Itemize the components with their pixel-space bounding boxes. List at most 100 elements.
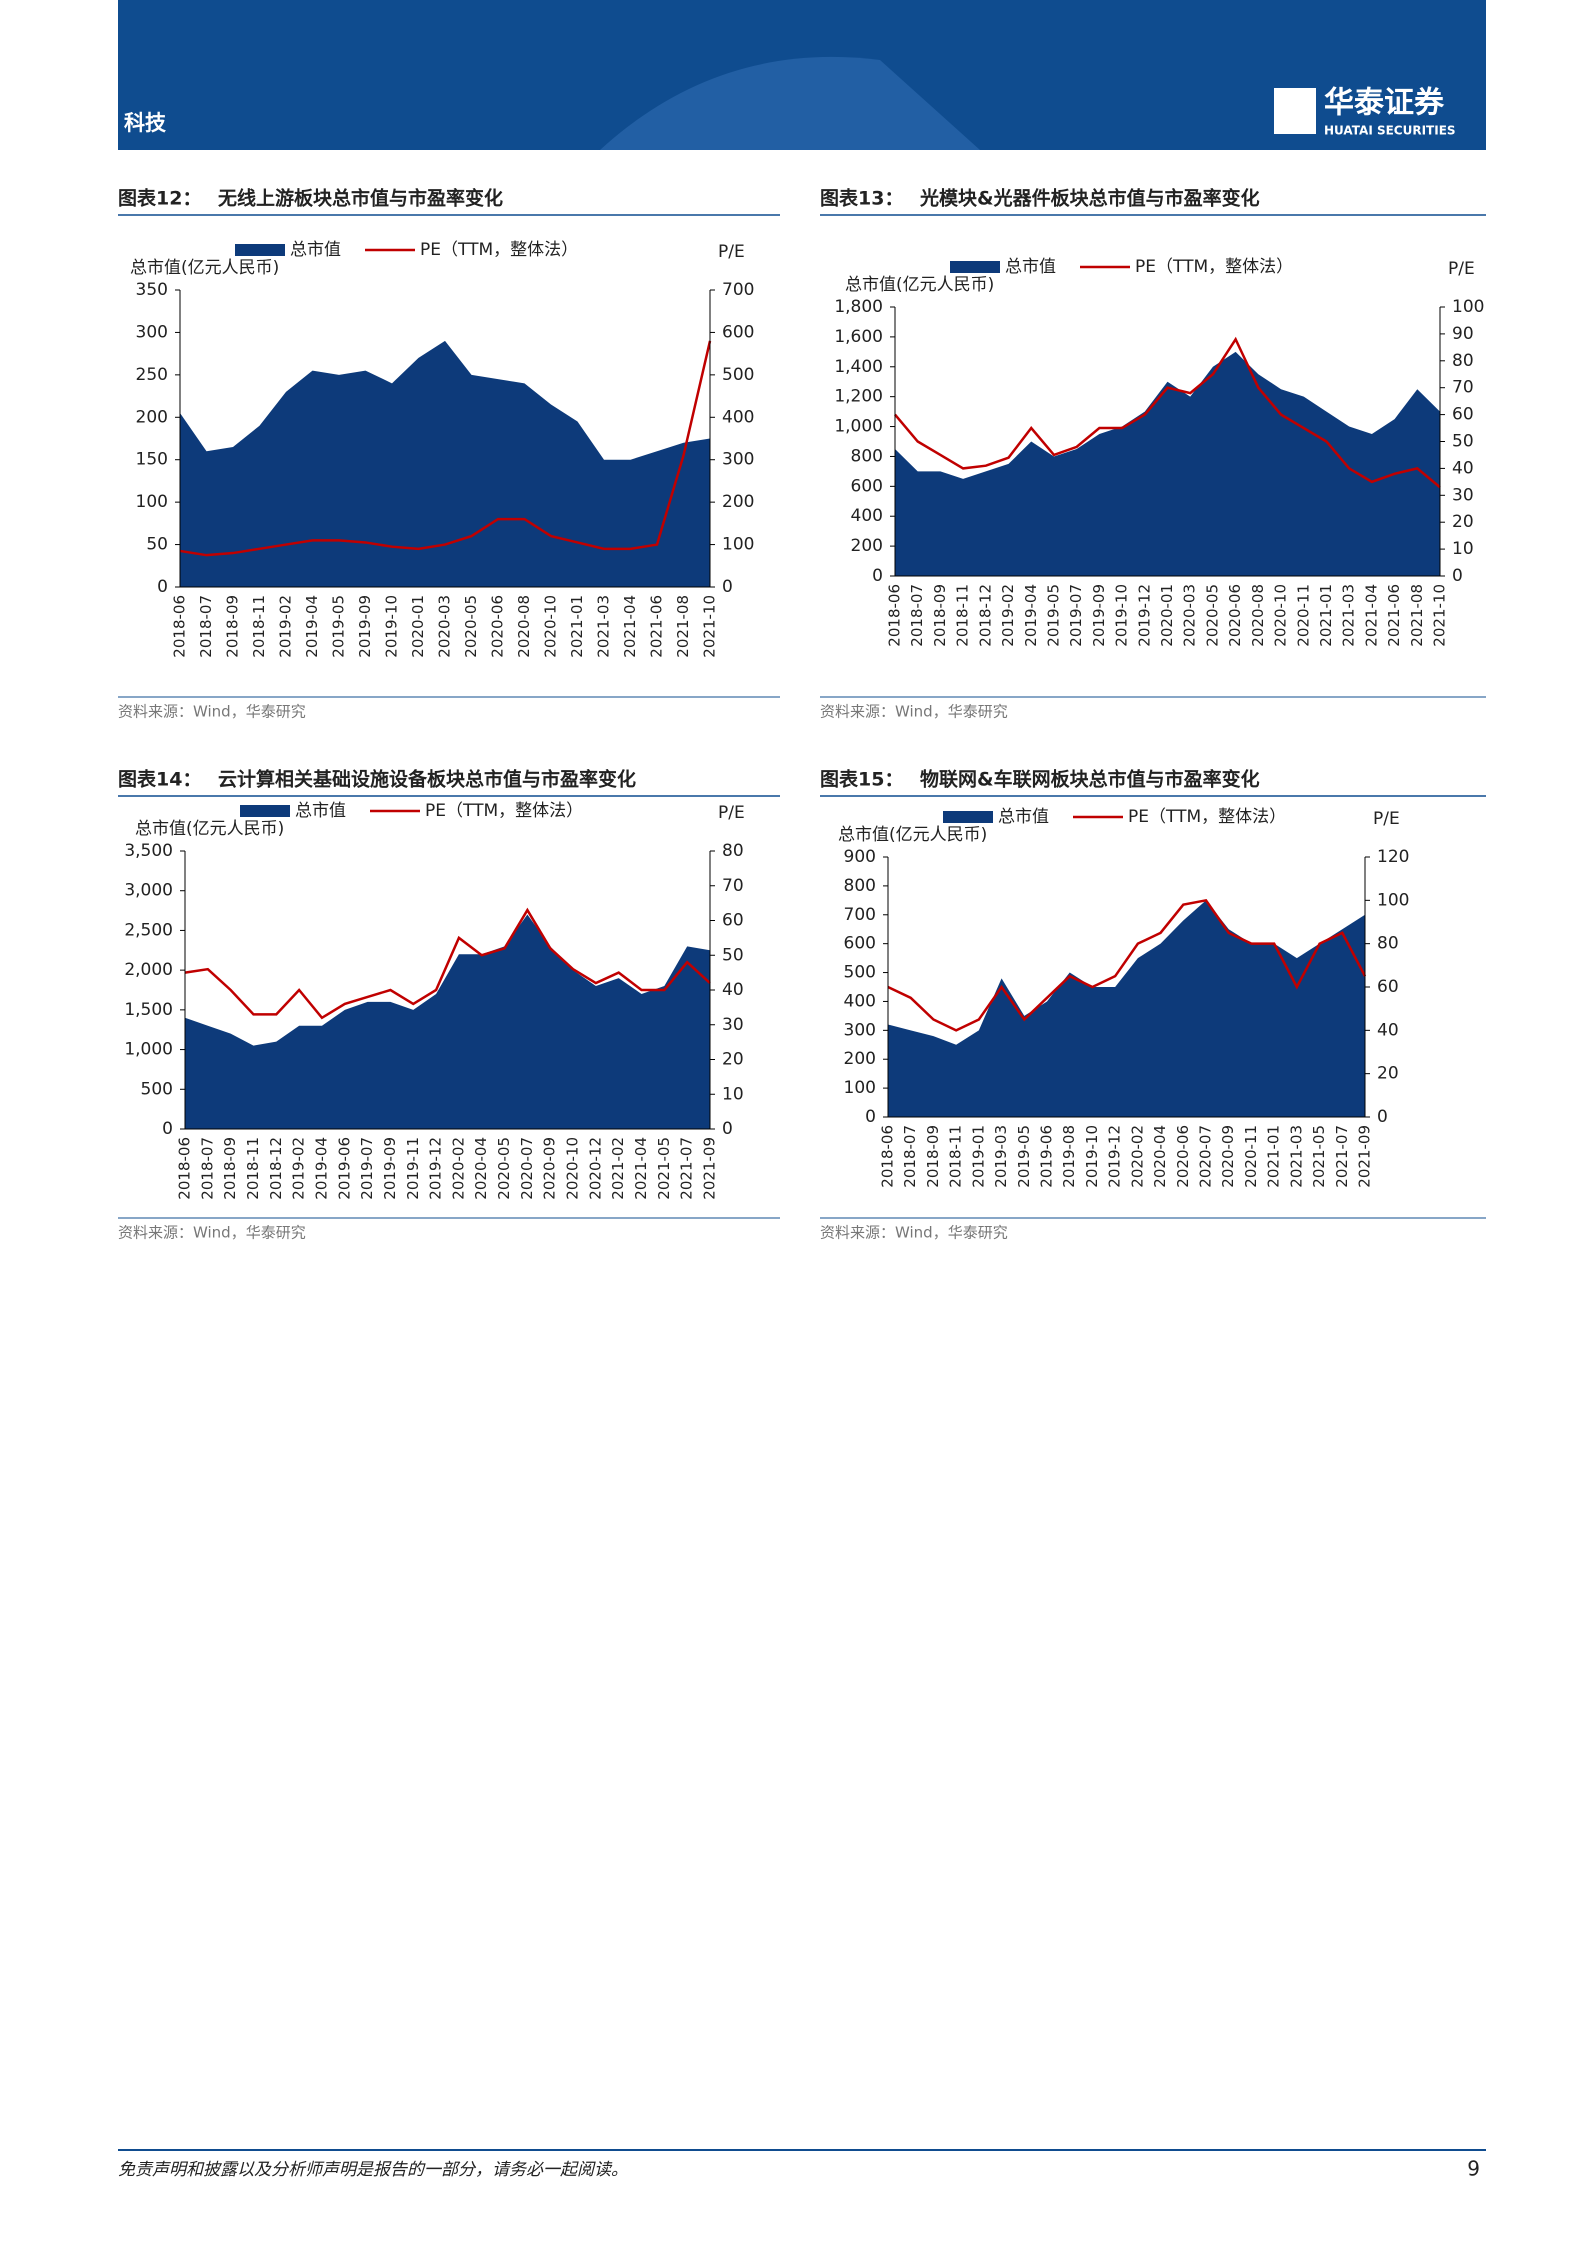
y-tick-label: 300 <box>136 322 168 342</box>
x-tick-label: 2021-03 <box>1287 1125 1305 1188</box>
y2-axis-label: P/E <box>1373 809 1400 829</box>
x-tick-label: 2021-04 <box>632 1137 650 1200</box>
y2-tick-label: 30 <box>722 1015 744 1035</box>
y2-tick-label: 10 <box>1452 539 1474 559</box>
logo-cn: 华泰证券 <box>1324 86 1445 121</box>
x-tick-label: 2018-11 <box>244 1137 262 1200</box>
x-tick-label: 2018-07 <box>908 584 926 647</box>
x-tick-label: 2020-10 <box>542 595 560 658</box>
x-tick-label: 2019-11 <box>404 1137 422 1200</box>
y-tick-label: 2,000 <box>124 960 173 980</box>
y2-tick-label: 500 <box>722 365 754 385</box>
y-tick-label: 900 <box>844 847 876 867</box>
x-tick-label: 2019-09 <box>356 595 374 658</box>
source: 资料来源：Wind，华泰研究 <box>118 1224 306 1242</box>
legend-label: PE（TTM，整体法） <box>425 801 583 821</box>
legend-swatch <box>950 261 1000 273</box>
y2-tick-label: 600 <box>722 322 754 342</box>
x-tick-label: 2019-09 <box>381 1137 399 1200</box>
legend-swatch <box>943 811 993 823</box>
legend-swatch <box>235 244 285 256</box>
y-tick-label: 3,000 <box>124 881 173 901</box>
x-tick-label: 2021-10 <box>701 595 719 658</box>
y-tick-label: 1,500 <box>124 1000 173 1020</box>
y-tick-label: 1,800 <box>834 297 883 317</box>
disclaimer: 免责声明和披露以及分析师声明是报告的一部分，请务必一起阅读。 <box>118 2160 628 2180</box>
figure-title: 云计算相关基础设施设备板块总市值与市盈率变化 <box>218 768 636 791</box>
x-tick-label: 2019-09 <box>1090 584 1108 647</box>
area <box>180 340 710 587</box>
y2-tick-label: 0 <box>722 1119 733 1139</box>
x-tick-label: 2020-08 <box>515 595 533 658</box>
x-tick-label: 2020-03 <box>436 595 454 658</box>
x-tick-label: 2021-04 <box>621 595 639 658</box>
y-tick-label: 200 <box>851 536 883 556</box>
y2-tick-label: 20 <box>1452 512 1474 532</box>
line <box>887 898 1367 1032</box>
x-tick-label: 2019-12 <box>1106 1125 1124 1188</box>
x-tick-label: 2019-07 <box>358 1137 376 1200</box>
y2-tick-label: 80 <box>1452 351 1474 371</box>
y2-tick-label: 60 <box>1377 977 1399 997</box>
line <box>179 340 712 557</box>
legend-label: PE（TTM，整体法） <box>420 240 578 260</box>
x-tick-label: 2018-09 <box>221 1137 239 1200</box>
x-tick-label: 2019-05 <box>330 595 348 658</box>
figure-label: 图表14： <box>118 768 201 791</box>
y2-tick-label: 40 <box>1377 1020 1399 1040</box>
x-tick-label: 2019-02 <box>290 1137 308 1200</box>
figure-label: 图表12： <box>118 187 201 210</box>
y2-tick-label: 0 <box>1377 1107 1388 1127</box>
x-tick-label: 2019-02 <box>999 584 1017 647</box>
figure-title: 无线上游板块总市值与市盈率变化 <box>218 187 503 210</box>
x-tick-label: 2021-02 <box>609 1137 627 1200</box>
y2-tick-label: 0 <box>1452 566 1463 586</box>
x-tick-label: 2020-09 <box>541 1137 559 1200</box>
x-tick-label: 2020-12 <box>586 1137 604 1200</box>
y2-tick-label: 120 <box>1377 847 1409 867</box>
y-tick-label: 600 <box>851 476 883 496</box>
y2-tick-label: 200 <box>722 492 754 512</box>
figure-label: 图表13： <box>820 187 903 210</box>
x-tick-label: 2018-09 <box>931 584 949 647</box>
x-tick-label: 2019-05 <box>1015 1125 1033 1188</box>
y-tick-label: 1,000 <box>124 1040 173 1060</box>
y-tick-label: 100 <box>136 492 168 512</box>
y2-tick-label: 300 <box>722 450 754 470</box>
x-tick-label: 2020-09 <box>1219 1125 1237 1188</box>
x-tick-label: 2021-06 <box>648 595 666 658</box>
x-tick-label: 2019-12 <box>1135 584 1153 647</box>
x-tick-label: 2018-07 <box>198 1137 216 1200</box>
x-tick-label: 2020-04 <box>472 1137 490 1200</box>
x-tick-label: 2019-10 <box>1083 1125 1101 1188</box>
x-tick-label: 2021-01 <box>1317 584 1335 647</box>
legend-label: PE（TTM，整体法） <box>1135 257 1293 277</box>
y-tick-label: 400 <box>844 991 876 1011</box>
y-tick-label: 500 <box>141 1079 173 1099</box>
x-tick-label: 2019-04 <box>1022 584 1040 647</box>
y-tick-label: 800 <box>851 446 883 466</box>
x-tick-label: 2019-10 <box>383 595 401 658</box>
x-tick-label: 2019-04 <box>303 595 321 658</box>
y2-tick-label: 80 <box>722 841 744 861</box>
x-tick-label: 2020-02 <box>1128 1125 1146 1188</box>
x-tick-label: 2020-11 <box>1242 1125 1260 1188</box>
y-tick-label: 350 <box>136 280 168 300</box>
x-tick-label: 2021-10 <box>1431 584 1449 647</box>
y-axis-label: 总市值(亿元人民币) <box>135 819 284 839</box>
x-tick-label: 2020-06 <box>1174 1125 1192 1188</box>
y2-tick-label: 10 <box>722 1084 744 1104</box>
y-tick-label: 1,600 <box>834 327 883 347</box>
x-tick-label: 2020-01 <box>1158 584 1176 647</box>
y2-tick-label: 70 <box>722 876 744 896</box>
y-tick-label: 300 <box>844 1020 876 1040</box>
x-tick-label: 2018-09 <box>224 595 242 658</box>
y-tick-label: 200 <box>136 407 168 427</box>
x-tick-label: 2018-11 <box>954 584 972 647</box>
y-tick-label: 1,400 <box>834 357 883 377</box>
x-tick-label: 2019-03 <box>992 1125 1010 1188</box>
y2-tick-label: 70 <box>1452 378 1474 398</box>
y-axis-label: 总市值(亿元人民币) <box>845 275 994 295</box>
x-tick-label: 2021-03 <box>1340 584 1358 647</box>
